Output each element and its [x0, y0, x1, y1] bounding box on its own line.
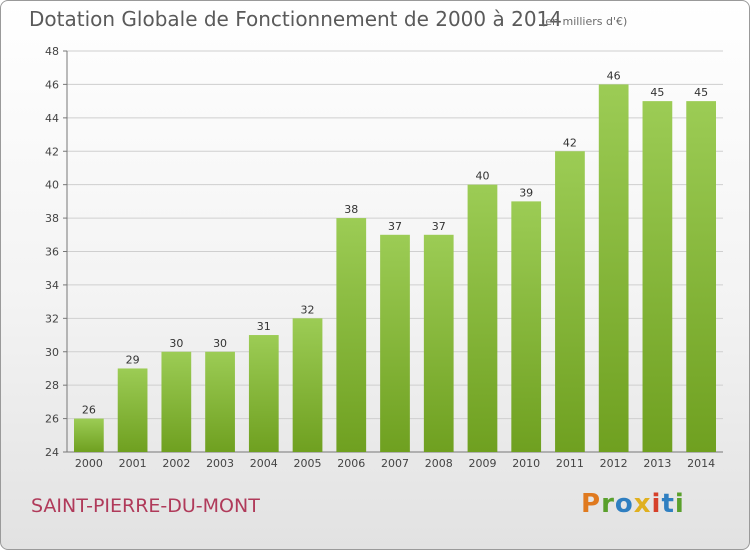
- logo-letter: x: [633, 489, 652, 519]
- y-tick-label: 34: [45, 279, 59, 292]
- proxiti-logo[interactable]: Proxiti: [581, 489, 685, 519]
- y-tick-label: 46: [45, 78, 59, 91]
- logo-letter: t: [661, 489, 675, 519]
- value-label-2004: 31: [257, 320, 271, 333]
- x-tick-label: 2008: [425, 457, 453, 470]
- bar-2000[interactable]: [73, 418, 104, 452]
- bar-layer: [73, 84, 717, 453]
- value-label-2005: 32: [301, 303, 315, 316]
- y-tick-label: 48: [45, 45, 59, 58]
- x-tick-label: 2011: [556, 457, 584, 470]
- y-tick-label: 38: [45, 212, 59, 225]
- x-tick-label: 2007: [381, 457, 409, 470]
- label-layer: 2000 26 2001 29 2002 30 2003 30 2004 31 2005 32 2006…: [75, 69, 715, 470]
- y-tick-label: 42: [45, 145, 59, 158]
- x-tick-label: 2002: [162, 457, 190, 470]
- x-tick-label: 2012: [600, 457, 628, 470]
- y-tick-label: 28: [45, 379, 59, 392]
- logo-letter: o: [614, 489, 634, 519]
- value-label-2010: 39: [519, 186, 533, 199]
- bar-2014[interactable]: [686, 101, 717, 452]
- x-tick-label: 2003: [206, 457, 234, 470]
- bar-2010[interactable]: [511, 201, 542, 452]
- logo-letter: i: [674, 489, 685, 519]
- x-tick-label: 2006: [337, 457, 365, 470]
- value-label-2009: 40: [475, 170, 489, 183]
- value-label-2000: 26: [82, 404, 96, 417]
- commune-name: SAINT-PIERRE-DU-MONT: [31, 495, 260, 517]
- value-label-2013: 45: [650, 86, 664, 99]
- y-tick-label: 44: [45, 112, 59, 125]
- bar-2011[interactable]: [555, 151, 585, 452]
- chart-unit-note: (en milliers d'€): [541, 15, 628, 28]
- y-tick-label: 24: [45, 446, 59, 459]
- y-tick-label: 40: [45, 179, 59, 192]
- value-label-2003: 30: [213, 337, 227, 350]
- bar-2005[interactable]: [292, 318, 323, 452]
- x-tick-label: 2000: [75, 457, 103, 470]
- value-label-2006: 38: [344, 203, 358, 216]
- bar-2009[interactable]: [467, 184, 498, 452]
- value-label-2014: 45: [694, 86, 708, 99]
- y-tick-label: 36: [45, 246, 59, 259]
- x-tick-label: 2004: [250, 457, 278, 470]
- bar-2002[interactable]: [161, 351, 192, 452]
- logo-letter: i: [651, 489, 662, 519]
- value-label-2012: 46: [607, 69, 621, 82]
- bar-2004[interactable]: [248, 335, 279, 452]
- logo-letter: r: [601, 489, 615, 519]
- bar-2006[interactable]: [336, 218, 367, 452]
- x-tick-label: 2009: [468, 457, 496, 470]
- value-label-2011: 42: [563, 136, 577, 149]
- bar-2012[interactable]: [598, 84, 629, 453]
- value-label-2001: 29: [126, 353, 140, 366]
- logo-letter: P: [581, 489, 602, 519]
- x-tick-label: 2001: [119, 457, 147, 470]
- y-tick-label: 30: [45, 346, 59, 359]
- value-label-2008: 37: [432, 220, 446, 233]
- value-label-2002: 30: [169, 337, 183, 350]
- chart-title: Dotation Globale de Fonctionnement de 20…: [29, 7, 562, 31]
- bar-2008[interactable]: [423, 234, 454, 452]
- x-tick-label: 2014: [687, 457, 715, 470]
- bar-2007[interactable]: [380, 234, 410, 452]
- value-label-2007: 37: [388, 220, 402, 233]
- y-tick-label: 32: [45, 312, 59, 325]
- bar-2001[interactable]: [117, 368, 148, 452]
- bar-2013[interactable]: [642, 101, 673, 452]
- x-tick-label: 2005: [294, 457, 322, 470]
- bar-2003[interactable]: [205, 351, 235, 452]
- y-tick-label: 26: [45, 413, 59, 426]
- x-tick-label: 2013: [643, 457, 671, 470]
- x-tick-label: 2010: [512, 457, 540, 470]
